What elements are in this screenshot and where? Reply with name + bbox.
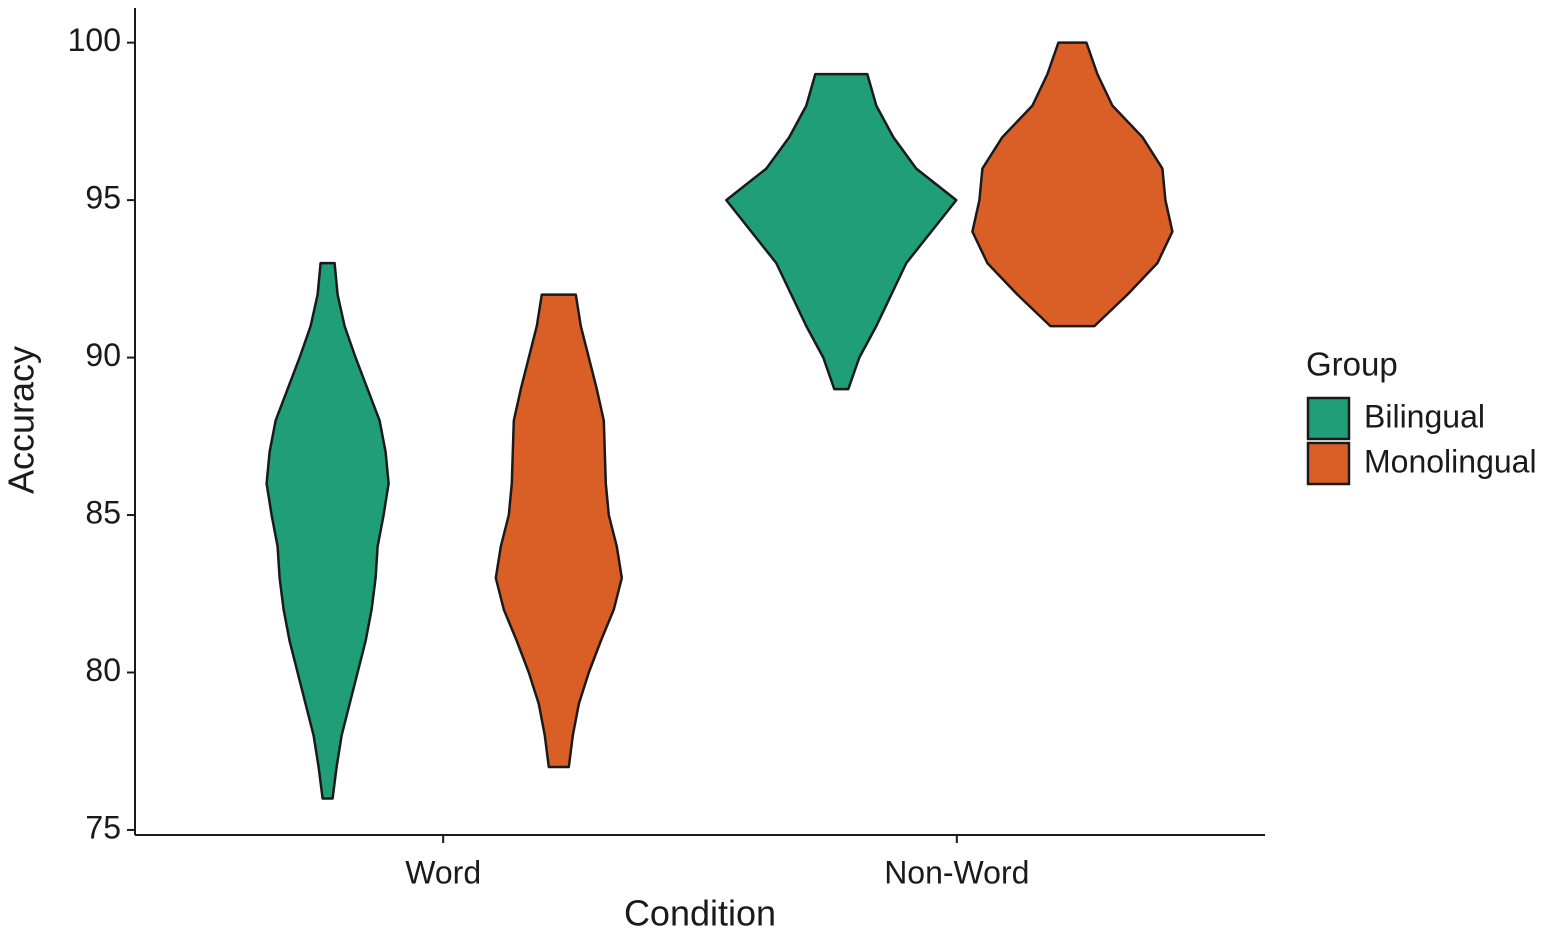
y-tick-label: 85: [85, 494, 121, 530]
y-tick-label: 95: [85, 180, 121, 216]
violin: [265, 261, 390, 800]
y-axis-title: Accuracy: [1, 346, 42, 494]
legend-label: Monolingual: [1364, 443, 1537, 479]
y-tick-label: 90: [85, 337, 121, 373]
x-tick-label: Non-Word: [884, 854, 1029, 890]
violin: [725, 72, 958, 391]
legend-label: Bilingual: [1364, 398, 1485, 434]
legend-key: [1306, 441, 1351, 486]
y-tick-label: 100: [68, 22, 121, 58]
legend-key: [1306, 396, 1351, 441]
violin: [494, 293, 624, 769]
violin: [971, 41, 1174, 328]
y-tick-label: 75: [85, 809, 121, 845]
legend-title: Group: [1306, 346, 1398, 383]
y-tick-label: 80: [85, 652, 121, 688]
x-tick-label: Word: [405, 854, 481, 890]
x-axis-title: Condition: [624, 893, 776, 934]
